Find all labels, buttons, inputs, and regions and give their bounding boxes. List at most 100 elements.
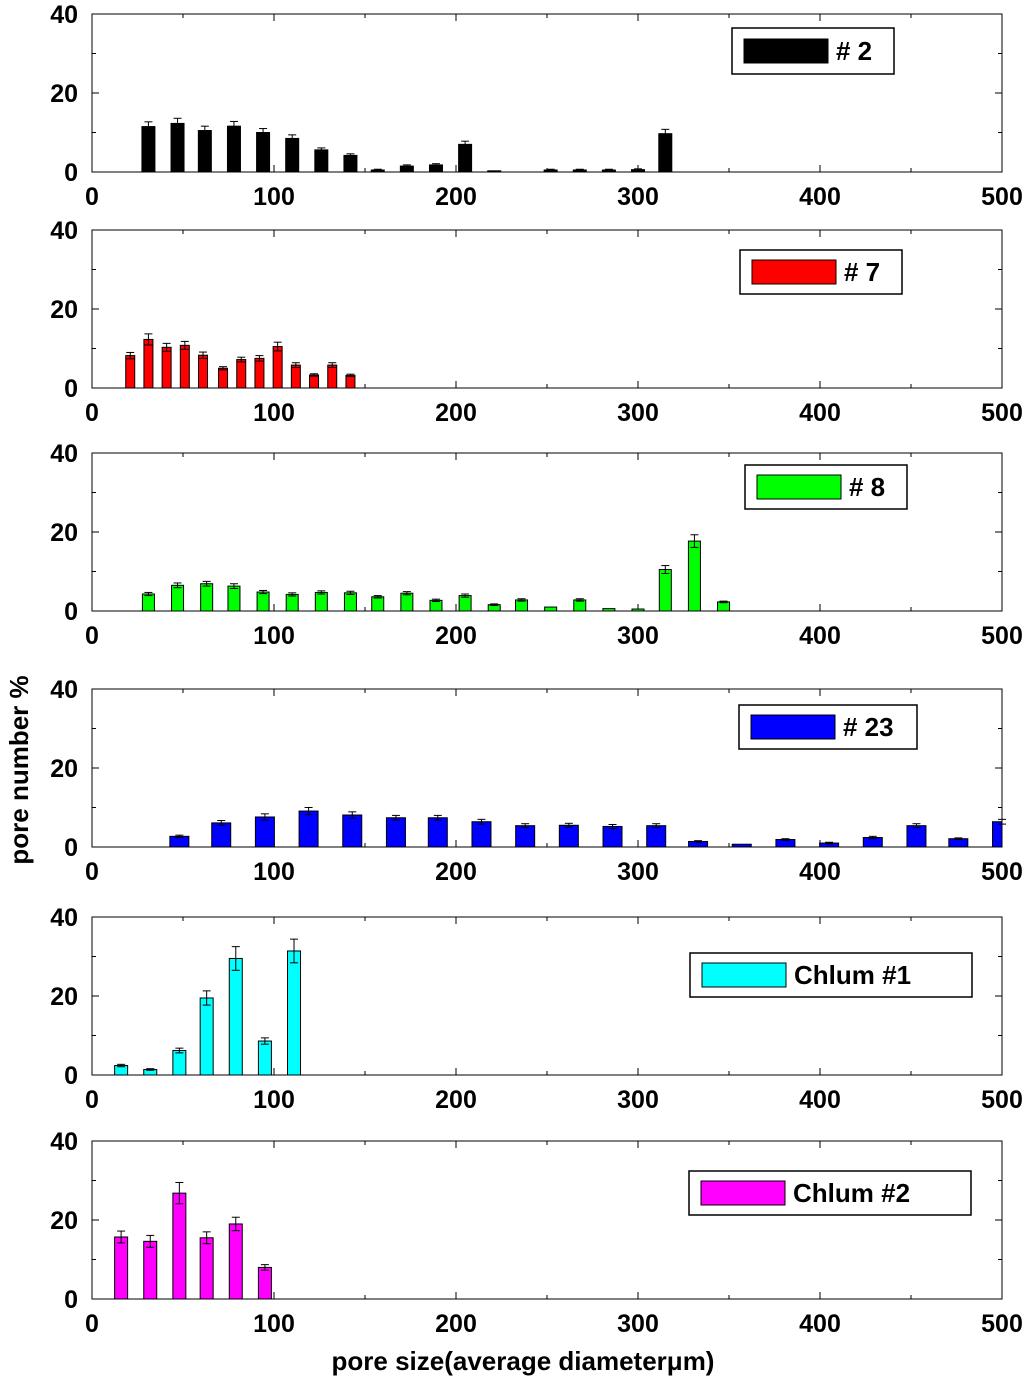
data-bar xyxy=(385,817,406,848)
y-tick-label: 0 xyxy=(64,375,78,403)
data-bar xyxy=(211,822,232,848)
data-bar xyxy=(687,540,701,612)
legend: Chlum #2 xyxy=(688,1170,972,1216)
chart-panel-6: 0 100 200 300 400 500 0 20 40 Chlum #2 xyxy=(50,1128,1023,1338)
x-tick-label: 500 xyxy=(981,858,1023,886)
chart-panel-1: 0 100 200 300 400 500 0 20 40 # 2 xyxy=(50,1,1023,211)
y-tick-label: 20 xyxy=(50,296,78,324)
legend-swatch xyxy=(756,474,842,500)
x-tick-label: 200 xyxy=(435,1310,477,1338)
chart-panel-5: 0 100 200 300 400 500 0 20 40 Chlum #1 xyxy=(50,904,1023,1114)
plot-frame xyxy=(91,1140,1003,1300)
legend-box xyxy=(688,1170,972,1216)
data-bar xyxy=(141,593,155,612)
data-bar xyxy=(179,344,190,389)
data-bar xyxy=(658,569,672,612)
y-tick-label: 0 xyxy=(64,834,78,862)
x-tick-label: 100 xyxy=(253,1310,295,1338)
legend: # 8 xyxy=(744,464,908,510)
data-bar xyxy=(272,346,283,389)
x-tick-label: 0 xyxy=(85,1086,99,1114)
legend-swatch xyxy=(743,38,829,64)
y-tick-label: 40 xyxy=(50,1128,78,1156)
x-tick-label: 200 xyxy=(435,1086,477,1114)
legend-label: # 8 xyxy=(849,472,885,502)
data-bar xyxy=(226,125,241,173)
legend-swatch xyxy=(700,1180,786,1206)
data-bar xyxy=(342,814,363,848)
legend: # 7 xyxy=(739,249,903,295)
x-tick-label: 300 xyxy=(617,858,659,886)
x-tick-label: 100 xyxy=(253,399,295,427)
y-tick-label: 40 xyxy=(50,676,78,704)
data-bar xyxy=(427,817,448,848)
x-tick-label: 400 xyxy=(799,399,841,427)
data-bar xyxy=(602,825,623,848)
x-tick-label: 200 xyxy=(435,858,477,886)
legend: # 2 xyxy=(731,27,895,75)
data-bar xyxy=(172,1192,187,1300)
x-tick-label: 100 xyxy=(253,1086,295,1114)
x-tick-label: 200 xyxy=(435,183,477,211)
y-axis-title: pore number % xyxy=(4,675,34,864)
data-bar xyxy=(228,1223,243,1300)
x-tick-label: 500 xyxy=(981,183,1023,211)
legend-label: Chlum #2 xyxy=(793,1178,910,1208)
x-tick-label: 400 xyxy=(799,1310,841,1338)
data-bar xyxy=(731,843,752,848)
chart-panel-4: 0 100 200 300 400 500 0 20 40 # 23 xyxy=(50,676,1023,886)
legend-swatch xyxy=(701,962,787,988)
data-bar xyxy=(143,1240,158,1300)
data-bar xyxy=(197,130,212,173)
data-bar xyxy=(199,1237,214,1300)
data-bar xyxy=(228,957,243,1076)
data-bar xyxy=(314,149,329,173)
x-tick-label: 100 xyxy=(253,183,295,211)
data-bar xyxy=(314,591,328,612)
data-bar xyxy=(602,608,616,612)
legend-label: # 7 xyxy=(844,257,880,287)
data-bar xyxy=(646,825,667,848)
x-tick-label: 400 xyxy=(799,183,841,211)
data-bar xyxy=(992,821,1003,848)
data-bar xyxy=(114,1236,129,1300)
data-bar xyxy=(200,583,214,612)
chart-panel-3: 0 100 200 300 400 500 0 20 40 # 8 xyxy=(50,440,1023,650)
data-bar xyxy=(658,133,673,173)
x-tick-label: 400 xyxy=(799,622,841,650)
data-bar xyxy=(298,810,319,848)
data-bar xyxy=(198,354,209,389)
data-bar xyxy=(558,824,579,848)
data-bar xyxy=(906,825,927,848)
data-bar xyxy=(631,608,645,612)
data-bar xyxy=(515,825,536,848)
data-bar xyxy=(343,592,357,612)
legend-swatch xyxy=(750,714,836,740)
chart-panel-2: 0 100 200 300 400 500 0 20 40 # 7 xyxy=(50,217,1023,427)
data-bar xyxy=(400,592,414,612)
x-tick-label: 0 xyxy=(85,622,99,650)
x-tick-label: 400 xyxy=(799,1086,841,1114)
y-tick-label: 20 xyxy=(50,1207,78,1235)
x-tick-label: 0 xyxy=(85,399,99,427)
data-bar xyxy=(285,137,300,173)
data-bar xyxy=(227,585,241,612)
data-bar xyxy=(256,591,270,612)
x-tick-label: 300 xyxy=(617,1310,659,1338)
legend: Chlum #1 xyxy=(689,952,973,998)
data-bar xyxy=(458,595,472,612)
data-bar xyxy=(254,816,275,848)
data-bar xyxy=(544,606,558,612)
y-tick-label: 0 xyxy=(64,159,78,187)
y-tick-label: 0 xyxy=(64,598,78,626)
x-tick-label: 100 xyxy=(253,858,295,886)
x-tick-label: 0 xyxy=(85,858,99,886)
x-tick-label: 300 xyxy=(617,1086,659,1114)
y-tick-label: 40 xyxy=(50,217,78,245)
data-bar xyxy=(327,364,338,389)
data-bar xyxy=(170,122,185,173)
x-tick-label: 500 xyxy=(981,1310,1023,1338)
legend-swatch xyxy=(751,259,837,285)
